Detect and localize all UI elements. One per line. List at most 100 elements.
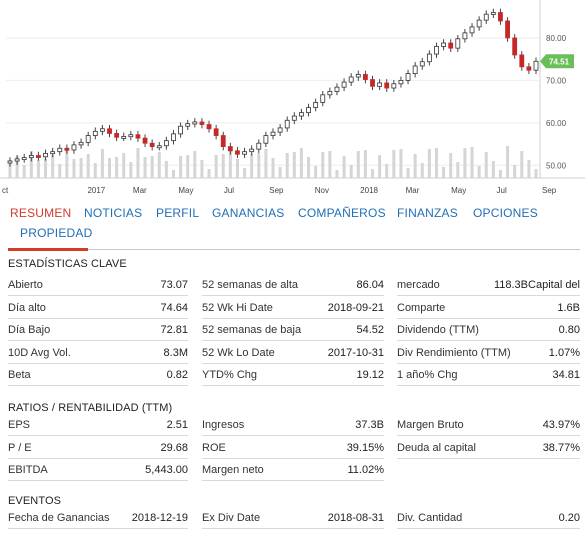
candlestick-chart[interactable]: 80.00 70.00 60.00 50.00 ct 2017 Mar May Jul Sep No…: [0, 0, 585, 200]
volume-bar: [8, 160, 12, 178]
stat-cell: 10D Avg Vol. 8.3M: [8, 343, 188, 364]
stat-cell: [397, 460, 580, 481]
price-chart[interactable]: 80.00 70.00 60.00 50.00 ct 2017 Mar May Jul Sep No…: [0, 0, 585, 200]
tab-noticias[interactable]: NOTICIAS: [84, 206, 143, 220]
stat-value: 72.81: [160, 324, 188, 336]
volume-bar: [22, 165, 26, 178]
tab-propiedad[interactable]: PROPIEDAD: [20, 226, 93, 240]
stat-cell: Comparte 1.6B: [397, 298, 580, 319]
x-tick-label: Jul: [224, 186, 234, 195]
volume-bar: [15, 156, 19, 178]
volume-bar: [250, 154, 254, 178]
volume-bar: [399, 149, 403, 178]
volume-bar: [207, 169, 211, 178]
volume-bar: [385, 164, 389, 178]
candle-body: [263, 135, 269, 144]
stat-value: 38.77%: [542, 441, 580, 454]
stat-cell: Día alto 74.64: [8, 298, 188, 319]
stat-cell: P / E 29.68: [8, 438, 188, 459]
stat-row: Fecha de Ganancias 2018-12-19 Ex Div Date 2…: [8, 508, 580, 530]
volume-bar: [271, 158, 275, 178]
stat-label: 1 año% Chg: [397, 369, 458, 381]
candle-body: [483, 13, 489, 21]
tab-companeros[interactable]: COMPAÑEROS: [298, 206, 386, 220]
stat-label: Fecha de Ganancias: [8, 512, 110, 524]
volume-bar: [378, 155, 382, 178]
stat-label: Comparte: [397, 301, 446, 314]
candle-body: [171, 133, 176, 142]
candle-body: [419, 61, 425, 67]
volume-bar: [36, 160, 40, 178]
stat-label: YTD% Chg: [202, 369, 258, 381]
stat-value: 34.81: [552, 369, 580, 381]
tab-bar: RESUMEN NOTICIAS PERFIL GANANCIAS COMPAÑ…: [8, 204, 580, 251]
volume-bar: [520, 151, 524, 178]
tab-perfil[interactable]: PERFIL: [156, 206, 200, 220]
events-title: EVENTOS: [8, 495, 62, 507]
candle-body: [412, 65, 418, 74]
stat-cell: 1 año% Chg 34.81: [397, 365, 580, 386]
volume-bar: [164, 161, 168, 178]
volume-bar: [513, 165, 517, 178]
stat-label: Día Bajo: [8, 324, 51, 336]
stat-cell: Día Bajo 72.81: [8, 320, 188, 341]
stat-label: EBITDA: [8, 464, 48, 476]
tab-ganancias[interactable]: GANANCIAS: [212, 206, 285, 220]
stat-row: Abierto 73.07 52 semanas de alta 86.04 merca…: [8, 275, 580, 297]
candle-body: [28, 155, 34, 159]
stat-cell: Margen neto 11.02%: [202, 460, 384, 481]
candle-body: [512, 37, 518, 56]
volume-bar: [463, 148, 467, 178]
last-price-label: 74.51: [549, 57, 570, 66]
stat-label: Margen Bruto: [397, 419, 464, 431]
stat-cell: 52 Wk Hi Date 2018-09-21: [202, 298, 384, 319]
candle-body: [85, 135, 91, 143]
volume-bar: [122, 153, 126, 178]
y-tick-label: 70.00: [546, 76, 567, 85]
candle-body: [498, 12, 503, 22]
volume-bar: [534, 169, 538, 178]
candle-body: [128, 134, 134, 138]
candle-body: [405, 73, 411, 81]
volume-bar: [406, 168, 410, 178]
candle-body: [149, 142, 155, 147]
active-tab-indicator: [8, 248, 88, 251]
candle-body: [469, 26, 475, 34]
volume-bar: [342, 156, 346, 178]
candle-body: [185, 123, 191, 127]
volume-bar: [44, 159, 48, 178]
candle-body: [235, 150, 240, 155]
candle-body: [505, 20, 510, 39]
candle-body: [398, 79, 404, 85]
x-tick-label: 2018: [360, 186, 378, 195]
volume-bar: [335, 170, 339, 178]
candle-body: [21, 157, 27, 161]
stat-label: Dividendo (TTM): [397, 324, 479, 336]
tab-finanzas[interactable]: FINANZAS: [397, 206, 458, 220]
candle-body: [341, 81, 347, 88]
candle-body: [306, 107, 311, 114]
candle-body: [242, 151, 247, 155]
volume-bar: [108, 158, 112, 178]
candle-body: [462, 32, 468, 40]
volume-bar: [235, 159, 239, 178]
candle-body: [7, 160, 13, 164]
stat-value: 5,443.00: [145, 464, 188, 476]
x-tick-label: ct: [2, 186, 9, 195]
volume-bar: [129, 162, 133, 178]
stat-label: Ingresos: [202, 419, 245, 431]
stat-label: 52 semanas de baja: [202, 324, 302, 336]
tab-resumen[interactable]: RESUMEN: [10, 206, 72, 220]
stat-row: Día alto 74.64 52 Wk Hi Date 2018-09-21 Comp…: [8, 298, 580, 320]
candle-body: [334, 86, 340, 92]
volume-bar: [470, 147, 474, 178]
volume-bar: [51, 155, 55, 178]
volume-bar: [527, 160, 531, 178]
stat-cell: Div. Cantidad 0.20: [397, 508, 580, 529]
tab-opciones[interactable]: OPCIONES: [473, 206, 538, 220]
stat-cell: 52 semanas de baja 54.52: [202, 320, 384, 341]
volume-bar: [143, 157, 147, 178]
volume-bar: [363, 150, 367, 178]
stat-cell: Deuda al capital 38.77%: [397, 438, 580, 459]
candle-body: [476, 19, 482, 28]
